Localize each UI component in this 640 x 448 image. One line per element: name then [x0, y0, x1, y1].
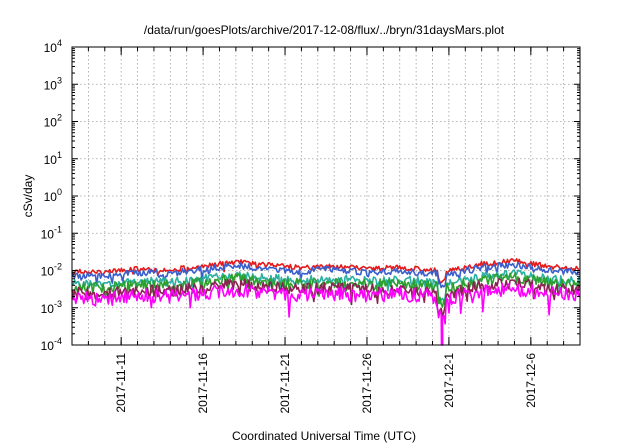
y-tick-label: 100 — [44, 187, 62, 204]
series-group — [71, 258, 580, 346]
series-line — [71, 283, 580, 346]
x-axis-label: Coordinated Universal Time (UTC) — [232, 429, 416, 443]
series-line — [71, 261, 580, 289]
x-tick-label: 2017-11-16 — [196, 353, 210, 414]
y-axis-label: cSv/day — [21, 175, 35, 218]
x-tick-label: 2017-12-6 — [524, 353, 538, 408]
y-tick-label: 10-4 — [41, 336, 62, 353]
y-tick-label: 10-3 — [41, 299, 62, 316]
y-tick-label: 10-2 — [41, 262, 62, 279]
y-tick-label: 101 — [44, 150, 62, 167]
x-axis: 2017-11-11 2017-11-16 2017-11-21 2017-11-26… — [87, 47, 565, 414]
chart-title: /data/run/goesPlots/archive/2017-12-08/f… — [144, 23, 505, 37]
x-tick-label: 2017-11-21 — [278, 353, 292, 414]
y-tick-label: 103 — [44, 75, 62, 92]
x-tick-label: 2017-11-11 — [114, 353, 128, 413]
x-tick-label: 2017-11-26 — [360, 353, 374, 414]
y-tick-label: 104 — [44, 38, 62, 55]
x-tick-label: 2017-12-1 — [442, 353, 456, 408]
y-axis: 10-4 10-3 10-2 10-1 100 101 102 103 104 — [41, 38, 580, 353]
y-tick-label: 102 — [44, 113, 62, 130]
y-tick-label: 10-1 — [41, 224, 62, 241]
